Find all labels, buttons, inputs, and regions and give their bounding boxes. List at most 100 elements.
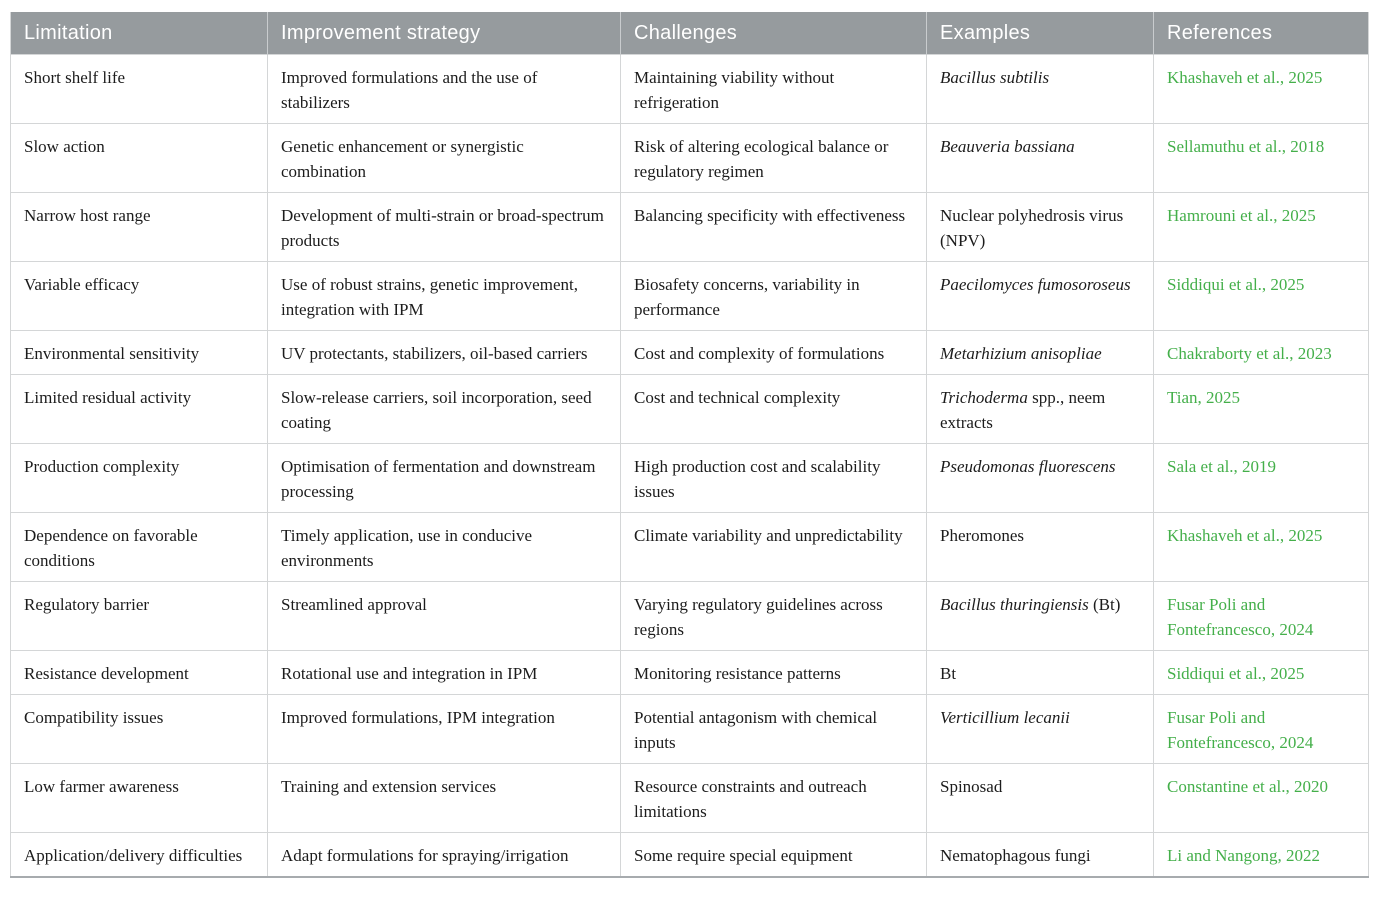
example-species-italic: Verticillium lecanii (940, 708, 1070, 727)
strategy-cell: Optimisation of fermentation and downstr… (267, 443, 621, 513)
strategy-cell: Genetic enhancement or synergistic combi… (267, 123, 621, 193)
reference-cell: Chakraborty et al., 2023 (1153, 330, 1369, 375)
reference-cell: Tian, 2025 (1153, 374, 1369, 444)
reference-link[interactable]: Fusar Poli and Fontefrancesco, 2024 (1167, 595, 1314, 639)
table-row: Variable efficacy Use of robust strains,… (10, 261, 1369, 331)
limitation-cell: Limited residual activity (10, 374, 268, 444)
example-cell: Pheromones (926, 512, 1154, 582)
challenge-cell: High production cost and scalability iss… (620, 443, 927, 513)
column-header-examples: Examples (926, 12, 1154, 55)
table-row: Low farmer awareness Training and extens… (10, 763, 1369, 833)
limitation-cell: Compatibility issues (10, 694, 268, 764)
limitation-cell: Variable efficacy (10, 261, 268, 331)
example-cell: Bacillus subtilis (926, 54, 1154, 124)
example-cell: Nematophagous fungi (926, 832, 1154, 877)
challenge-cell: Risk of altering ecological balance or r… (620, 123, 927, 193)
reference-cell: Sala et al., 2019 (1153, 443, 1369, 513)
strategy-cell: Use of robust strains, genetic improveme… (267, 261, 621, 331)
reference-link[interactable]: Li and Nangong, 2022 (1167, 846, 1320, 865)
example-cell: Bacillus thuringiensis (Bt) (926, 581, 1154, 651)
example-cell: Metarhizium anisopliae (926, 330, 1154, 375)
example-cell: Trichoderma spp., neem extracts (926, 374, 1154, 444)
reference-link[interactable]: Hamrouni et al., 2025 (1167, 206, 1316, 225)
example-cell: Nuclear polyhedrosis virus (NPV) (926, 192, 1154, 262)
strategy-cell: Timely application, use in conducive env… (267, 512, 621, 582)
limitation-cell: Short shelf life (10, 54, 268, 124)
example-cell: Bt (926, 650, 1154, 695)
challenge-cell: Monitoring resistance patterns (620, 650, 927, 695)
strategy-cell: Improved formulations and the use of sta… (267, 54, 621, 124)
example-cell: Paecilomyces fumosoroseus (926, 261, 1154, 331)
limitation-cell: Dependence on favorable conditions (10, 512, 268, 582)
challenge-cell: Potential antagonism with chemical input… (620, 694, 927, 764)
example-text: (Bt) (1088, 595, 1121, 614)
challenge-cell: Some require special equipment (620, 832, 927, 877)
reference-link[interactable]: Sala et al., 2019 (1167, 457, 1277, 476)
strategy-cell: Slow-release carriers, soil incorporatio… (267, 374, 621, 444)
strategy-cell: Rotational use and integration in IPM (267, 650, 621, 695)
table-row: Environmental sensitivity UV protectants… (10, 330, 1369, 375)
limitation-cell: Environmental sensitivity (10, 330, 268, 375)
column-header-references: References (1153, 12, 1369, 55)
example-text: Nuclear polyhedrosis virus (NPV) (940, 206, 1124, 250)
limitation-cell: Slow action (10, 123, 268, 193)
example-text: Bt (940, 664, 957, 683)
table-row: Application/delivery difficulties Adapt … (10, 832, 1369, 877)
reference-link[interactable]: Khashaveh et al., 2025 (1167, 68, 1323, 87)
reference-link[interactable]: Tian, 2025 (1167, 388, 1241, 407)
column-header-challenges: Challenges (620, 12, 927, 55)
example-species-italic: Beauveria bassiana (940, 137, 1075, 156)
reference-cell: Constantine et al., 2020 (1153, 763, 1369, 833)
table-row: Narrow host range Development of multi-s… (10, 192, 1369, 262)
reference-cell: Siddiqui et al., 2025 (1153, 261, 1369, 331)
reference-link[interactable]: Khashaveh et al., 2025 (1167, 526, 1323, 545)
table-row: Regulatory barrier Streamlined approval … (10, 581, 1369, 651)
reference-cell: Siddiqui et al., 2025 (1153, 650, 1369, 695)
strategy-cell: Training and extension services (267, 763, 621, 833)
reference-cell: Li and Nangong, 2022 (1153, 832, 1369, 877)
example-species-italic: Bacillus thuringiensis (940, 595, 1089, 614)
limitation-cell: Resistance development (10, 650, 268, 695)
example-cell: Beauveria bassiana (926, 123, 1154, 193)
example-cell: Pseudomonas fluorescens (926, 443, 1154, 513)
biocontrol-limitations-table: Limitation Improvement strategy Challeng… (10, 12, 1369, 878)
reference-link[interactable]: Siddiqui et al., 2025 (1167, 275, 1305, 294)
reference-cell: Fusar Poli and Fontefrancesco, 2024 (1153, 581, 1369, 651)
table-row: Production complexity Optimisation of fe… (10, 443, 1369, 513)
reference-cell: Khashaveh et al., 2025 (1153, 54, 1369, 124)
limitation-cell: Narrow host range (10, 192, 268, 262)
reference-link[interactable]: Siddiqui et al., 2025 (1167, 664, 1305, 683)
reference-link[interactable]: Sellamuthu et al., 2018 (1167, 137, 1325, 156)
table-header: Limitation Improvement strategy Challeng… (10, 12, 1369, 55)
table-row: Slow action Genetic enhancement or syner… (10, 123, 1369, 193)
strategy-cell: Development of multi-strain or broad-spe… (267, 192, 621, 262)
limitation-cell: Regulatory barrier (10, 581, 268, 651)
table-row: Resistance development Rotational use an… (10, 650, 1369, 695)
limitation-cell: Application/delivery difficulties (10, 832, 268, 877)
challenge-cell: Maintaining viability without refrigerat… (620, 54, 927, 124)
reference-link[interactable]: Constantine et al., 2020 (1167, 777, 1329, 796)
reference-cell: Fusar Poli and Fontefrancesco, 2024 (1153, 694, 1369, 764)
table-container: Limitation Improvement strategy Challeng… (10, 12, 1369, 878)
challenge-cell: Biosafety concerns, variability in perfo… (620, 261, 927, 331)
reference-link[interactable]: Chakraborty et al., 2023 (1167, 344, 1332, 363)
table-row: Dependence on favorable conditions Timel… (10, 512, 1369, 582)
strategy-cell: Adapt formulations for spraying/irrigati… (267, 832, 621, 877)
column-header-improvement-strategy: Improvement strategy (267, 12, 621, 55)
example-text: spp., neem extracts (940, 388, 1106, 432)
example-text: Spinosad (940, 777, 1003, 796)
reference-link[interactable]: Fusar Poli and Fontefrancesco, 2024 (1167, 708, 1314, 752)
example-species-italic: Bacillus subtilis (940, 68, 1050, 87)
example-species-italic: Paecilomyces fumosoroseus (940, 275, 1131, 294)
example-cell: Verticillium lecanii (926, 694, 1154, 764)
reference-cell: Khashaveh et al., 2025 (1153, 512, 1369, 582)
table-row: Compatibility issues Improved formulatio… (10, 694, 1369, 764)
challenge-cell: Cost and technical complexity (620, 374, 927, 444)
strategy-cell: Improved formulations, IPM integration (267, 694, 621, 764)
example-text: Pheromones (940, 526, 1025, 545)
challenge-cell: Cost and complexity of formulations (620, 330, 927, 375)
example-species-italic: Pseudomonas fluorescens (940, 457, 1116, 476)
challenge-cell: Balancing specificity with effectiveness (620, 192, 927, 262)
header-row: Limitation Improvement strategy Challeng… (10, 12, 1369, 55)
strategy-cell: UV protectants, stabilizers, oil-based c… (267, 330, 621, 375)
